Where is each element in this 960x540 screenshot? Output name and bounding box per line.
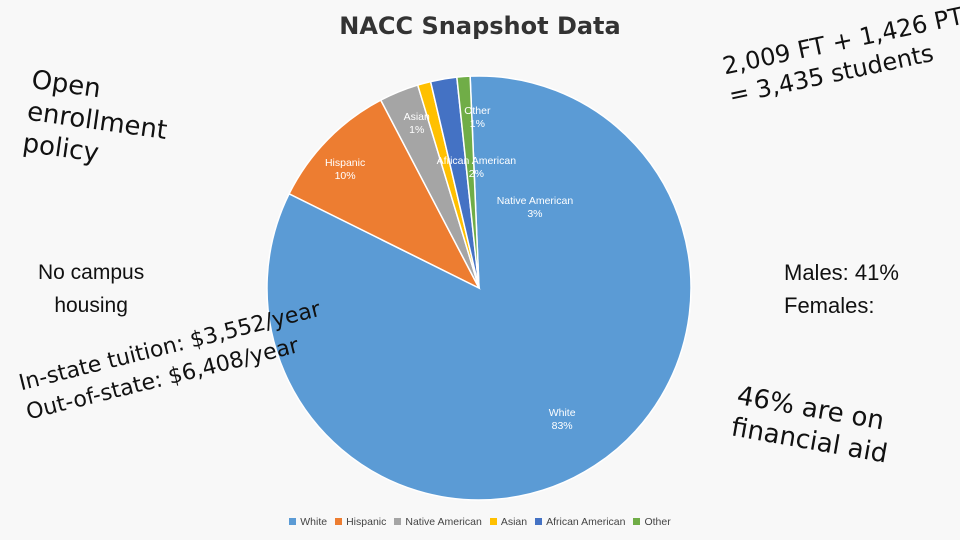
- pie-slice-label: White 83%: [549, 407, 576, 432]
- legend-entry: Other: [633, 516, 671, 528]
- pie-slice-label: Native American 3%: [497, 195, 574, 220]
- housing-callout: No campus housing: [38, 256, 144, 322]
- slice-label-name: African American: [437, 155, 517, 167]
- slice-label-name: Other: [464, 105, 491, 117]
- slice-label-name: Hispanic: [325, 157, 365, 169]
- legend-entry: African American: [535, 516, 625, 528]
- slice-label-name: Native American: [497, 195, 574, 207]
- legend-swatch: [289, 518, 297, 525]
- slice-label-value: 83%: [552, 420, 573, 432]
- slice-label-value: 2%: [469, 168, 484, 180]
- chart-legend: White Hispanic Native American Asian African…: [0, 516, 960, 528]
- legend-label: Asian: [500, 516, 528, 528]
- gender-line: Females:: [784, 293, 875, 318]
- legend-swatch: [633, 518, 641, 525]
- pie-slice-label: Other 1%: [464, 105, 491, 130]
- pie-slices: [266, 75, 692, 501]
- slice-label-value: 3%: [527, 208, 542, 220]
- gender-callout: Males: 41% Females:: [784, 256, 899, 322]
- chart-title: NACC Snapshot Data: [339, 12, 621, 40]
- slice-label-value: 1%: [470, 118, 485, 130]
- pie-slice-label: African American 2%: [437, 155, 517, 180]
- pie-slice-hispanic: [288, 99, 481, 290]
- legend-swatch: [394, 518, 402, 525]
- legend-label: Native American: [405, 516, 482, 528]
- pie-slice-other: [456, 75, 480, 289]
- slice-label-value: 10%: [335, 170, 356, 182]
- legend-swatch: [489, 518, 497, 525]
- legend-entry: Asian: [489, 516, 528, 528]
- legend-entry: White: [289, 516, 327, 528]
- slice-label-name: Asian: [404, 111, 430, 123]
- legend-swatch: [335, 518, 343, 525]
- pie-slice-label: Asian 1%: [404, 111, 430, 136]
- legend-label: Other: [644, 516, 671, 528]
- pie-slice-labels: White 83% Hispanic 10% Native American 3% Asia…: [325, 105, 576, 432]
- housing-line: No campus: [38, 261, 145, 284]
- legend-label: African American: [546, 516, 626, 528]
- gender-line: Males: 41%: [784, 260, 899, 285]
- slice-label-name: White: [549, 407, 576, 419]
- open-enrollment-callout: Open enrollment policy: [21, 64, 174, 179]
- legend-swatch: [535, 518, 543, 525]
- pie-slice-label: Hispanic 10%: [325, 157, 365, 182]
- legend-label: Hispanic: [346, 516, 387, 528]
- legend-entry: Hispanic: [335, 516, 386, 528]
- slice-label-value: 1%: [409, 124, 424, 136]
- housing-line: housing: [54, 294, 128, 317]
- legend-entry: Native American: [394, 516, 482, 528]
- legend-label: White: [300, 516, 328, 528]
